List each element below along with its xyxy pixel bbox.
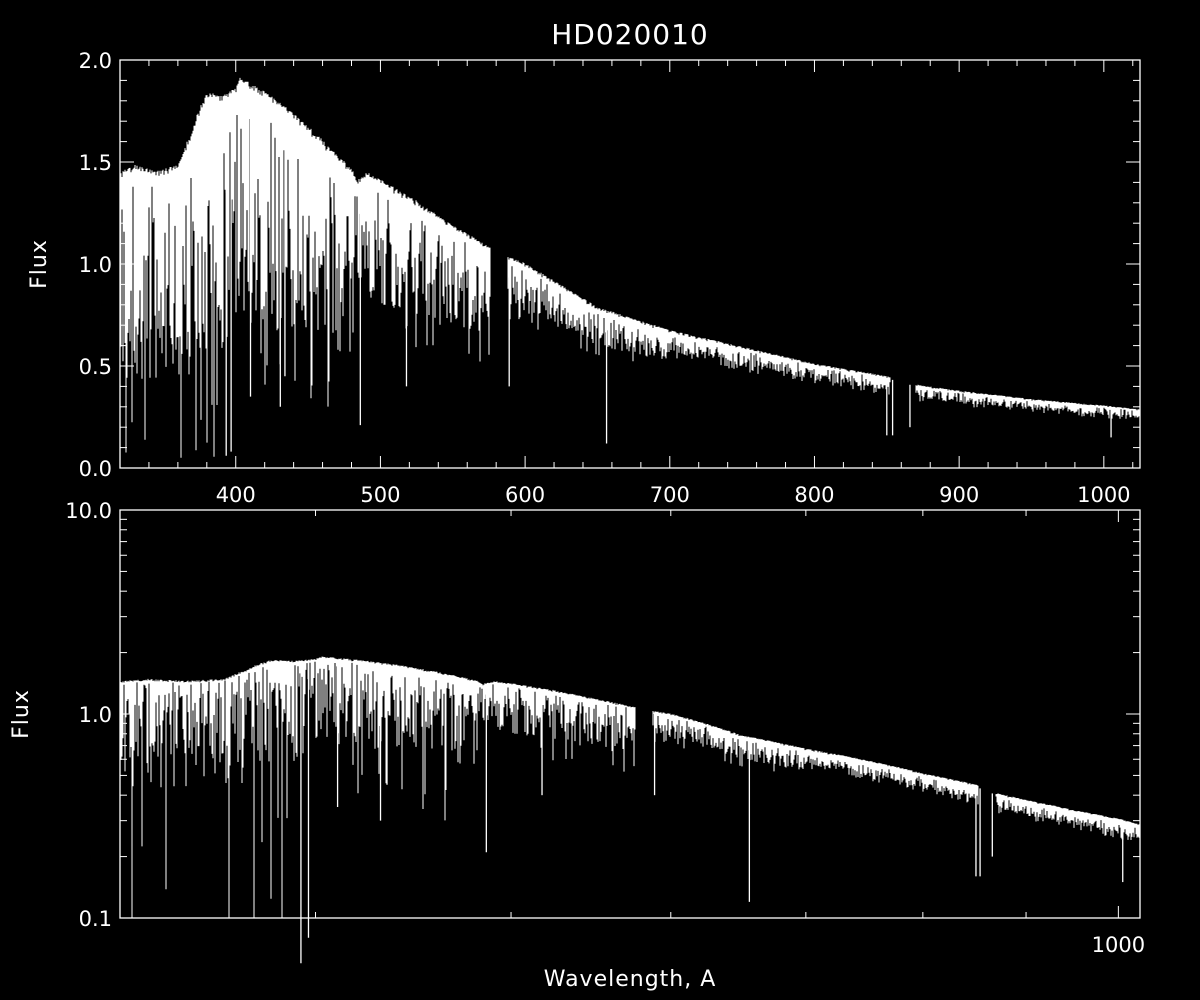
x-tick-label: 1000 (1092, 933, 1145, 957)
y-axis-title: Flux (9, 689, 34, 739)
y-tick-label: 1.5 (79, 151, 112, 175)
chart-title: HD020010 (551, 18, 709, 51)
y-tick-label: 1.0 (79, 703, 112, 727)
y-tick-label: 0.0 (79, 457, 112, 481)
x-tick-label: 1000 (1077, 483, 1130, 507)
x-tick-label: 400 (216, 483, 256, 507)
y-axis-title: Flux (27, 239, 52, 289)
x-tick-label: 500 (360, 483, 400, 507)
x-tick-label: 700 (650, 483, 690, 507)
y-tick-label: 0.5 (79, 355, 112, 379)
spectrum-series (119, 77, 1141, 458)
x-tick-label: 600 (505, 483, 545, 507)
top-panel-linear: 400 500 600 700 800 900 1000 0.0 0.5 1.0 1.5 2.0 Flu… (27, 49, 1141, 507)
spectrum-series (119, 656, 1141, 918)
y-tick-label: 1.0 (79, 253, 112, 277)
y-tick-label: 2.0 (79, 49, 112, 73)
x-axis-title: Wavelength, A (544, 967, 717, 992)
y-tick-label: 0.1 (79, 907, 112, 931)
bottom-panel-log: 1000 0.1 1.0 10.0 Flux (9, 499, 1145, 964)
y-tick-label: 10.0 (65, 499, 112, 523)
x-tick-label: 900 (939, 483, 979, 507)
x-tick-label: 800 (794, 483, 834, 507)
